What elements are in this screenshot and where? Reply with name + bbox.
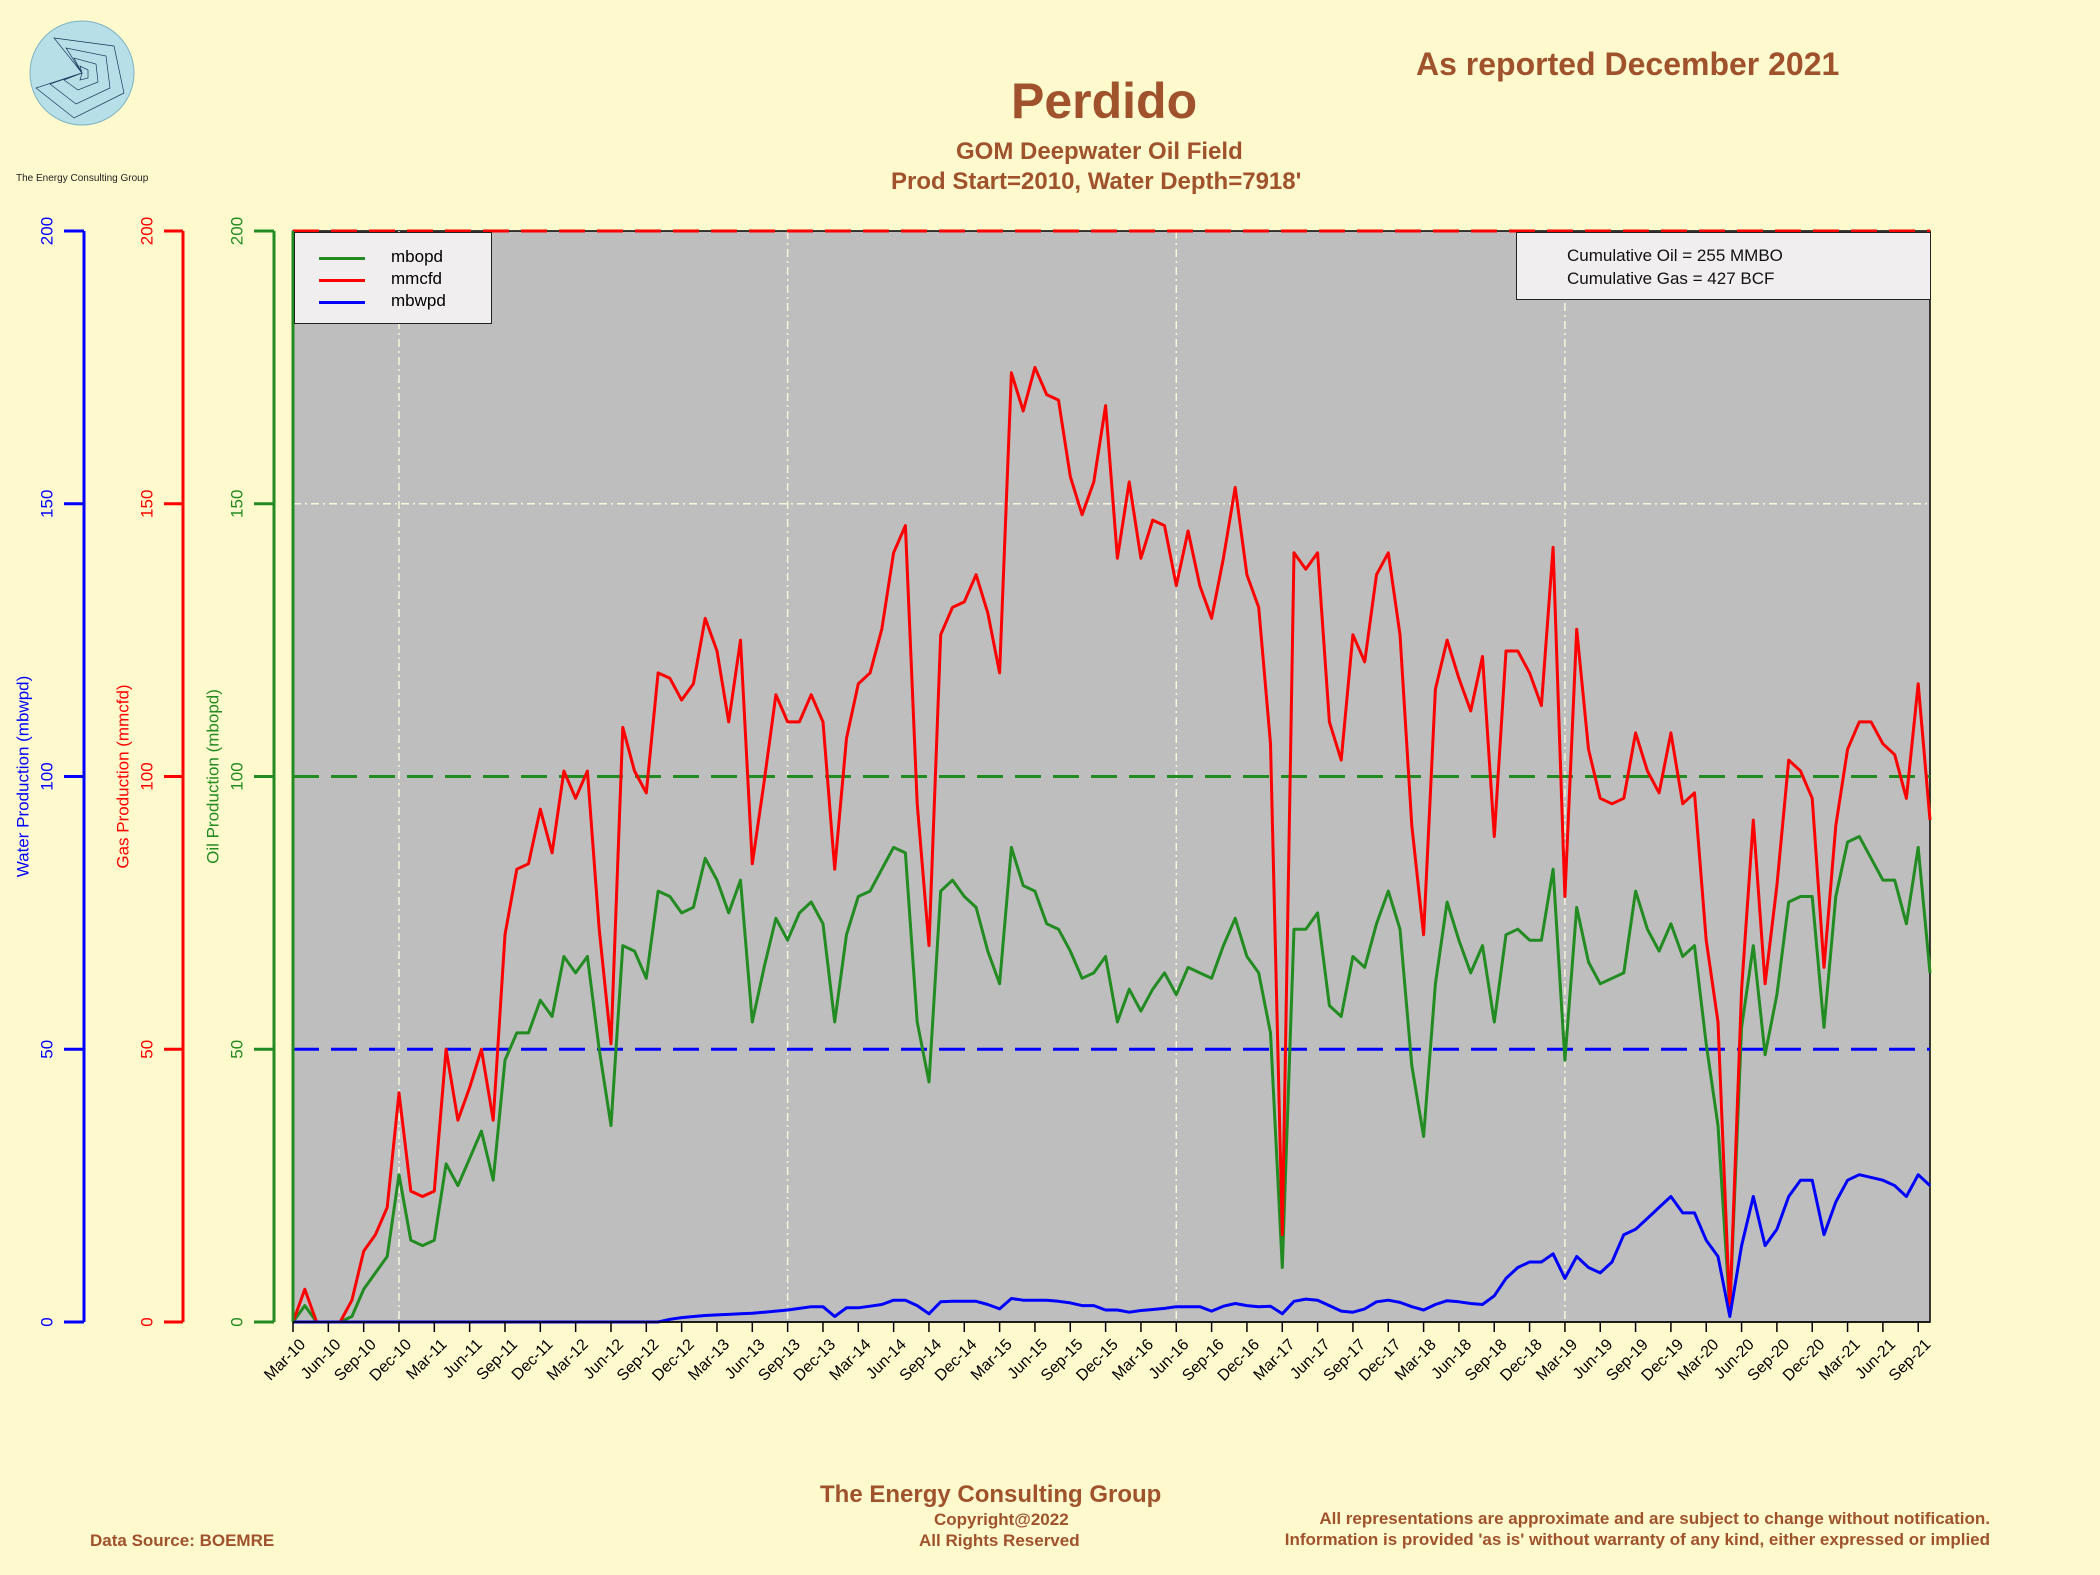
- oil-axis-tick-label: 0: [227, 1317, 246, 1326]
- subtitle-field-type: GOM Deepwater Oil Field: [956, 138, 1243, 165]
- legend-item-water: mbwpd: [295, 291, 491, 313]
- x-axis-tick-label: Mar-11: [403, 1336, 450, 1383]
- legend-label-oil: mbopd: [391, 247, 443, 266]
- x-axis-tick-label: Mar-10: [261, 1336, 309, 1384]
- series-line-mbopd: [291, 835, 1932, 1324]
- gas-axis-tick-label: 200: [137, 217, 156, 245]
- oil-axis-tick-label: 200: [227, 217, 246, 245]
- reported-date: As reported December 2021: [1416, 46, 1840, 82]
- water-axis-tick-label: 0: [37, 1317, 56, 1326]
- legend-label-gas: mmcfd: [391, 269, 442, 288]
- footer-rights: All Rights Reserved: [919, 1531, 1080, 1550]
- legend-label-water: mbwpd: [391, 291, 446, 310]
- logo-caption: The Energy Consulting Group: [16, 173, 149, 184]
- gas-axis-tick-label: 0: [137, 1317, 156, 1326]
- page-title: Perdido: [1011, 73, 1198, 129]
- legend-swatch-oil: [319, 257, 365, 260]
- water-axis-tick-label: 150: [37, 490, 56, 518]
- gas-axis-tick-label: 100: [137, 762, 156, 790]
- legend: mbopd mmcfd mbwpd: [294, 232, 492, 324]
- subtitle-prod-start: Prod Start=2010, Water Depth=7918': [891, 168, 1302, 195]
- footer-copyright: Copyright@2022: [934, 1510, 1069, 1529]
- legend-swatch-water: [319, 301, 365, 304]
- gas-axis-tick-label: 150: [137, 490, 156, 518]
- legend-item-oil: mbopd: [295, 247, 491, 269]
- gas-axis-tick-label: 50: [137, 1040, 156, 1059]
- oil-axis-tick-label: 100: [227, 762, 246, 790]
- water-axis-tick-label: 100: [37, 762, 56, 790]
- water-axis-tick-label: 50: [37, 1040, 56, 1059]
- gas-axis-label: Gas Production (mmcfd): [113, 684, 132, 868]
- logo: [14, 18, 144, 138]
- legend-swatch-gas: [319, 279, 365, 282]
- oil-axis-tick-label: 150: [227, 490, 246, 518]
- oil-axis-tick-label: 50: [227, 1040, 246, 1059]
- series-line-mmcfd: [291, 365, 1932, 1324]
- water-axis-label: Water Production (mbwpd): [13, 676, 32, 878]
- cumulative-oil: Cumulative Oil = 255 MMBO: [1567, 246, 1783, 265]
- cumulative-gas: Cumulative Gas = 427 BCF: [1567, 269, 1775, 288]
- footer-disclaimer-2: Information is provided 'as is' without …: [1284, 1530, 1990, 1549]
- footer-company: The Energy Consulting Group: [820, 1481, 1162, 1508]
- footer-disclaimer-1: All representations are approximate and …: [1319, 1509, 1990, 1528]
- oil-axis-label: Oil Production (mbopd): [203, 689, 222, 864]
- footer-source: Data Source: BOEMRE: [90, 1531, 275, 1550]
- water-axis-tick-label: 200: [37, 217, 56, 245]
- cumulative-box: Cumulative Oil = 255 MMBO Cumulative Gas…: [1516, 232, 1931, 300]
- legend-item-gas: mmcfd: [295, 269, 491, 291]
